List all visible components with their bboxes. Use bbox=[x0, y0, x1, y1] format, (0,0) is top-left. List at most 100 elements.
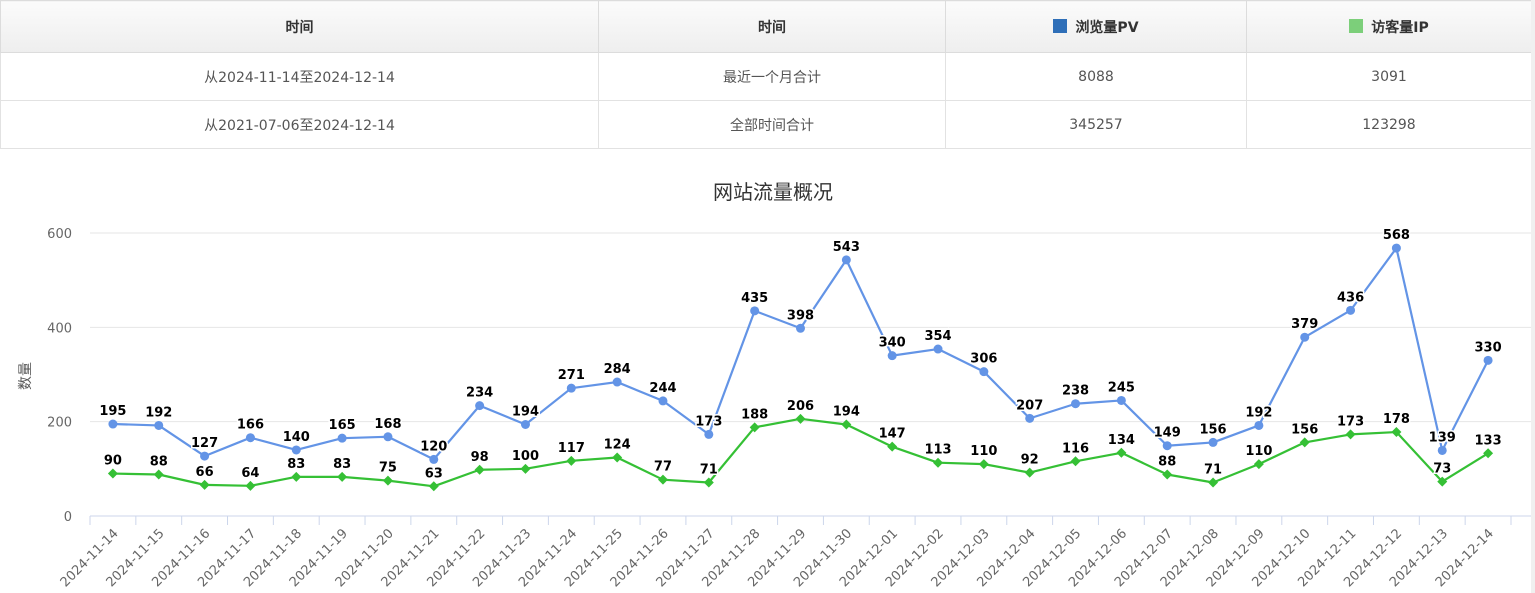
cell-date-range: 从2024-11-14至2024-12-14 bbox=[0, 52, 599, 101]
data-point bbox=[383, 432, 393, 442]
data-label: 88 bbox=[150, 454, 168, 469]
cell-pageviews: 8088 bbox=[945, 52, 1247, 101]
data-label: 149 bbox=[1154, 426, 1181, 441]
series-visitors: 90 88 66 64 83 83 75 63 98 100 117 124 77 71 188 206 194… bbox=[102, 397, 1503, 492]
data-point bbox=[1391, 427, 1402, 438]
data-point bbox=[796, 323, 805, 333]
data-label: 271 bbox=[558, 368, 585, 383]
data-label: 166 bbox=[237, 418, 264, 433]
data-point bbox=[1025, 413, 1035, 423]
data-label: 245 bbox=[1108, 380, 1135, 395]
series-group: 195 192 127 166 140 165 168 120 234 194 271 284 244 1… bbox=[98, 227, 1503, 492]
data-point bbox=[566, 455, 577, 466]
data-point bbox=[933, 457, 944, 468]
data-label: 134 bbox=[1108, 433, 1135, 448]
data-point bbox=[612, 377, 622, 387]
data-point bbox=[1483, 448, 1494, 459]
data-label: 139 bbox=[1429, 430, 1456, 445]
header-pageviews: 浏览量PV bbox=[945, 0, 1247, 53]
data-label: 124 bbox=[604, 438, 631, 453]
data-point bbox=[1391, 243, 1401, 253]
data-label: 168 bbox=[374, 417, 401, 432]
table-row: 从2021-07-06至2024-12-14 全部时间合计 345257 123… bbox=[0, 100, 1532, 149]
data-point bbox=[107, 468, 118, 479]
data-label: 90 bbox=[104, 454, 122, 469]
data-label: 110 bbox=[970, 444, 997, 459]
data-point bbox=[291, 445, 301, 455]
data-point bbox=[382, 475, 393, 486]
data-point bbox=[887, 351, 897, 361]
data-point bbox=[887, 441, 898, 452]
data-point bbox=[1437, 445, 1447, 455]
y-tick-label: 200 bbox=[47, 416, 72, 431]
data-point bbox=[612, 452, 623, 463]
data-label: 100 bbox=[512, 449, 539, 464]
series-line bbox=[112, 246, 1490, 461]
data-label: 113 bbox=[924, 443, 951, 458]
data-point bbox=[841, 255, 851, 265]
y-axis-ticks: 0 200 400 600 bbox=[47, 227, 72, 525]
data-point bbox=[200, 451, 210, 461]
data-label: 173 bbox=[695, 414, 722, 429]
data-label: 206 bbox=[787, 399, 814, 414]
y-axis-label: 数量 bbox=[18, 362, 34, 390]
data-label: 71 bbox=[1204, 463, 1222, 478]
cell-period-label: 最近一个月合计 bbox=[598, 52, 946, 101]
data-point bbox=[1071, 399, 1081, 409]
data-point bbox=[1299, 437, 1310, 448]
data-label: 98 bbox=[471, 450, 489, 465]
traffic-line-chart: 网站流量概况 数量 0 200 400 600 2024-11-142024-11-1… bbox=[18, 180, 1531, 590]
data-label: 110 bbox=[1245, 444, 1272, 459]
data-label: 66 bbox=[196, 465, 214, 480]
data-point bbox=[1162, 441, 1172, 451]
data-label: 207 bbox=[1016, 398, 1043, 413]
data-label: 156 bbox=[1199, 422, 1226, 437]
data-point bbox=[750, 306, 760, 316]
data-point bbox=[703, 477, 714, 488]
cell-pageviews: 345257 bbox=[945, 100, 1247, 149]
data-label: 284 bbox=[604, 362, 631, 377]
data-label: 140 bbox=[283, 430, 310, 445]
data-point bbox=[979, 367, 989, 377]
data-point bbox=[474, 464, 485, 475]
series-pageviews: 195 192 127 166 140 165 168 120 234 194 271 284 244 1… bbox=[98, 227, 1503, 464]
data-point bbox=[978, 459, 989, 470]
data-point bbox=[337, 433, 347, 443]
data-label: 133 bbox=[1475, 433, 1502, 448]
header-time-range: 时间 bbox=[0, 0, 599, 53]
cell-date-range: 从2021-07-06至2024-12-14 bbox=[0, 100, 599, 149]
data-label: 116 bbox=[1062, 441, 1089, 456]
table-header-row: 时间 时间 浏览量PV 访客量IP bbox=[0, 0, 1532, 53]
data-label: 195 bbox=[99, 404, 126, 419]
series-line bbox=[112, 417, 1489, 488]
grid-lines bbox=[90, 232, 1531, 423]
data-point bbox=[1483, 355, 1493, 365]
data-point bbox=[1346, 305, 1356, 315]
visitors-legend-swatch bbox=[1349, 18, 1364, 33]
data-point bbox=[933, 344, 943, 354]
data-label: 234 bbox=[466, 386, 493, 401]
data-label: 75 bbox=[379, 461, 397, 476]
traffic-summary-table: 时间 时间 浏览量PV 访客量IP 从2024-11-14至2024-12-14… bbox=[0, 0, 1532, 149]
data-point bbox=[566, 383, 576, 393]
data-label: 435 bbox=[741, 291, 768, 306]
data-label: 192 bbox=[1245, 405, 1272, 420]
y-tick-label: 0 bbox=[64, 510, 72, 525]
data-point bbox=[1070, 456, 1081, 467]
data-label: 156 bbox=[1291, 422, 1318, 437]
data-label: 379 bbox=[1291, 317, 1318, 332]
data-label: 244 bbox=[649, 381, 676, 396]
page-scrollbar-track[interactable] bbox=[1531, 0, 1535, 593]
data-point bbox=[1254, 420, 1264, 430]
x-axis: 2024-11-142024-11-152024-11-162024-11-17… bbox=[58, 515, 1531, 590]
data-label: 306 bbox=[970, 352, 997, 367]
data-label: 120 bbox=[420, 439, 447, 454]
data-label: 543 bbox=[833, 240, 860, 255]
chart-title: 网站流量概况 bbox=[713, 180, 833, 204]
data-point bbox=[658, 396, 668, 406]
table-row: 从2024-11-14至2024-12-14 最近一个月合计 8088 3091 bbox=[0, 52, 1532, 101]
data-label: 194 bbox=[512, 404, 539, 419]
data-point bbox=[199, 479, 210, 490]
pageviews-legend-swatch bbox=[1053, 18, 1068, 33]
data-point bbox=[245, 480, 256, 491]
